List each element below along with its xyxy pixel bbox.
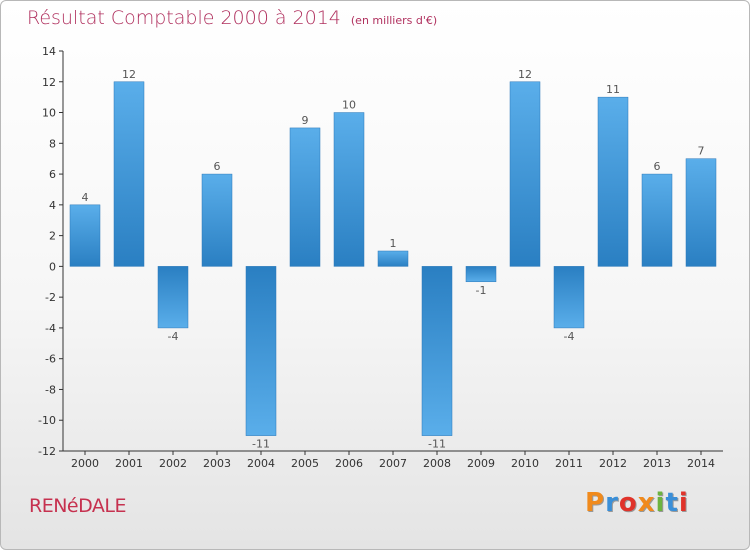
data-label-2012: 11: [606, 83, 620, 96]
bar-2011: [553, 266, 585, 329]
x-tick-label: 2002: [159, 457, 187, 470]
x-tick-label: 2005: [291, 457, 319, 470]
chart-subtitle: (en milliers d'€): [350, 14, 438, 27]
bar-2002: [157, 266, 189, 329]
bar-2004: [245, 266, 277, 436]
title-row: Résultat Comptable 2000 à 2014 (en millie…: [27, 7, 437, 29]
chart-title: Résultat Comptable 2000 à 2014: [27, 7, 341, 29]
data-label-2013: 6: [654, 160, 661, 173]
data-label-2001: 12: [122, 68, 136, 81]
x-tick-label: 2001: [115, 457, 143, 470]
data-label-2006: 10: [342, 99, 356, 112]
data-label-2004: -11: [252, 438, 270, 451]
x-tick-label: 2004: [247, 457, 275, 470]
logo-letter: x: [637, 488, 656, 518]
data-label-2002: -4: [168, 330, 179, 343]
data-label-2000: 4: [82, 191, 89, 204]
chart-bars: [69, 81, 717, 436]
y-tick-label: -8: [45, 383, 56, 396]
x-tick-label: 2009: [467, 457, 495, 470]
data-label-2005: 9: [302, 114, 309, 127]
bar-2005: [289, 127, 321, 267]
data-label-2010: 12: [518, 68, 532, 81]
x-tick-label: 2013: [643, 457, 671, 470]
proxiti-logo: Proxiti: [585, 488, 689, 518]
logo-letter: r: [605, 488, 619, 518]
y-tick-label: 6: [49, 168, 56, 181]
logo-letter: i: [655, 488, 666, 518]
y-tick-label: -12: [38, 445, 56, 458]
bar-2012: [597, 96, 629, 267]
bar-2007: [377, 250, 409, 267]
data-label-2011: -4: [564, 330, 575, 343]
commune-name: RENéDALE: [29, 495, 127, 517]
x-tick-label: 2006: [335, 457, 363, 470]
logo-letter: t: [665, 488, 679, 518]
y-tick-label: -10: [38, 414, 56, 427]
y-tick-label: 2: [49, 230, 56, 243]
data-label-2014: 7: [698, 145, 705, 158]
bar-2014: [685, 158, 717, 267]
bar-2003: [201, 173, 233, 267]
logo-letter: i: [678, 488, 689, 518]
data-label-2009: -1: [476, 284, 487, 297]
bar-2006: [333, 112, 365, 267]
y-tick-label: 12: [42, 76, 56, 89]
y-tick-label: -6: [45, 353, 56, 366]
logo-letter: P: [585, 488, 606, 518]
chart-data-labels: 4 12 -4 6 -11 9 10 1 -11 -1 12 -4 11 6 7: [82, 68, 705, 451]
data-label-2003: 6: [214, 160, 221, 173]
y-tick-label: -4: [45, 322, 56, 335]
bar-2009: [465, 266, 497, 283]
bar-2008: [421, 266, 453, 436]
x-tick-label: 2010: [511, 457, 539, 470]
y-tick-label: 10: [42, 107, 56, 120]
y-tick-label: 0: [49, 260, 56, 273]
data-label-2007: 1: [390, 237, 397, 250]
bar-2010: [509, 81, 541, 267]
bar-2013: [641, 173, 673, 267]
y-tick-label: 8: [49, 137, 56, 150]
bar-2001: [113, 81, 145, 267]
y-tick-label: 4: [49, 199, 56, 212]
data-label-2008: -11: [428, 438, 446, 451]
x-tick-label: 2007: [379, 457, 407, 470]
logo-letter: o: [618, 488, 638, 518]
y-tick-label: -2: [45, 291, 56, 304]
x-tick-label: 2012: [599, 457, 627, 470]
x-tick-label: 2003: [203, 457, 231, 470]
x-tick-label: 2011: [555, 457, 583, 470]
bar-2000: [69, 204, 101, 267]
x-tick-label: 2008: [423, 457, 451, 470]
x-tick-label: 2000: [71, 457, 99, 470]
x-tick-label: 2014: [687, 457, 715, 470]
y-tick-label: 14: [42, 45, 56, 58]
